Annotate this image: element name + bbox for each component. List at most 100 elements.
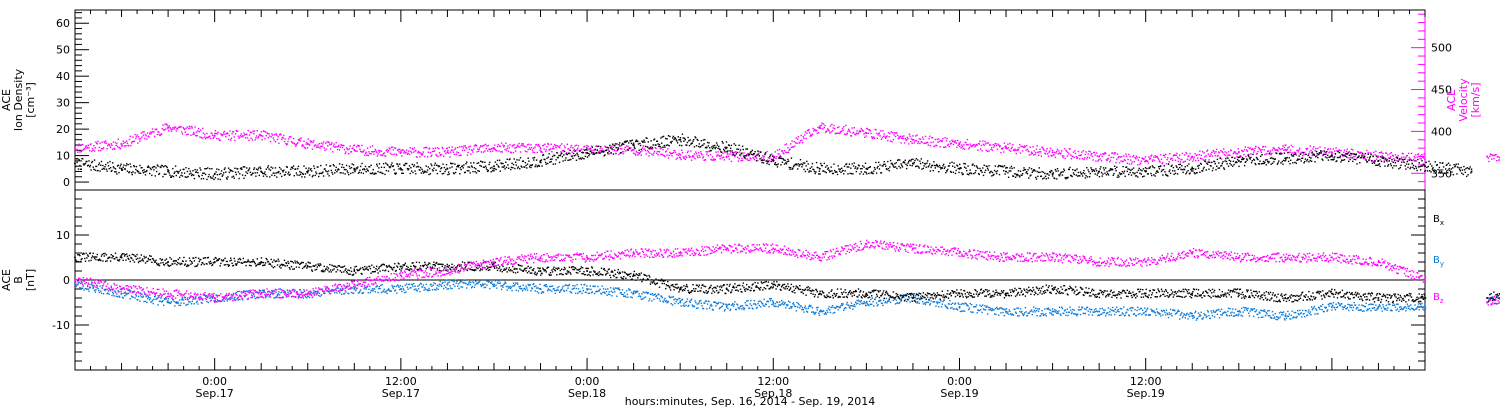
data-point — [450, 163, 453, 165]
data-point — [914, 159, 916, 162]
data-point — [641, 140, 643, 142]
data-point — [1017, 149, 1020, 151]
data-point — [627, 149, 629, 151]
data-point — [683, 157, 685, 160]
data-point — [198, 131, 200, 133]
data-point — [1124, 159, 1126, 162]
data-point — [876, 167, 878, 169]
data-point — [1167, 157, 1169, 159]
data-point — [910, 158, 913, 161]
data-point — [800, 134, 802, 137]
data-point — [393, 169, 395, 171]
data-point — [924, 135, 927, 138]
data-point — [548, 153, 550, 155]
data-point — [1088, 176, 1091, 178]
data-point — [963, 162, 965, 165]
data-point — [114, 148, 116, 150]
data-point — [234, 171, 237, 173]
data-point — [943, 146, 946, 149]
data-point — [914, 140, 916, 142]
data-point — [672, 137, 674, 139]
data-point — [733, 151, 735, 153]
data-point — [121, 144, 124, 147]
data-point — [309, 169, 311, 171]
data-point — [190, 125, 193, 128]
data-point — [776, 155, 778, 158]
data-anchor — [493, 147, 495, 150]
data-point — [249, 131, 251, 134]
data-point — [864, 171, 866, 173]
data-point — [973, 172, 975, 175]
data-point — [123, 142, 125, 144]
data-point — [417, 150, 420, 153]
data-point — [1165, 174, 1168, 176]
data-point — [123, 145, 126, 147]
data-point — [1163, 165, 1165, 167]
data-point — [770, 160, 772, 163]
data-point — [990, 170, 992, 173]
data-point — [1172, 159, 1174, 162]
data-point — [251, 174, 253, 176]
data-point — [660, 142, 663, 144]
data-point — [607, 147, 610, 149]
data-point — [106, 170, 108, 172]
data-point — [1178, 157, 1180, 160]
data-point — [301, 172, 304, 175]
data-point — [744, 155, 746, 157]
data-point — [283, 169, 285, 171]
data-point — [1106, 159, 1108, 161]
data-point — [848, 129, 851, 132]
data-point — [1363, 154, 1365, 156]
data-point — [204, 137, 207, 140]
data-point — [433, 150, 436, 152]
data-point — [568, 159, 571, 161]
data-point — [119, 148, 122, 150]
data-point — [694, 136, 696, 138]
data-point — [313, 145, 316, 147]
data-point — [710, 149, 712, 152]
data-point — [1043, 149, 1045, 151]
data-point — [1135, 175, 1138, 177]
data-point — [256, 172, 258, 174]
data-point — [541, 165, 543, 167]
data-point — [1414, 157, 1416, 159]
data-point — [144, 133, 147, 136]
data-point — [879, 164, 881, 166]
data-point — [133, 165, 136, 168]
data-point — [1028, 150, 1030, 153]
data-point — [1102, 153, 1104, 155]
data-point — [815, 171, 817, 173]
data-point — [807, 163, 809, 165]
data-point — [779, 154, 781, 157]
data-point — [367, 154, 369, 157]
data-point — [231, 132, 233, 135]
data-point — [683, 140, 685, 142]
data-point — [783, 153, 785, 155]
data-point — [319, 147, 321, 149]
data-point — [1290, 144, 1293, 147]
data-point — [963, 144, 965, 146]
data-point — [646, 149, 649, 152]
data-point — [273, 172, 275, 174]
data-point — [952, 165, 954, 167]
data-point — [1064, 157, 1066, 159]
data-point — [873, 170, 875, 172]
data-point — [659, 148, 661, 150]
data-point — [520, 165, 522, 167]
data-point — [668, 145, 670, 147]
data-point — [851, 127, 853, 129]
data-point — [1044, 172, 1046, 175]
data-point — [933, 164, 936, 167]
data-point — [1105, 167, 1107, 169]
data-point — [742, 148, 744, 151]
data-anchor — [213, 134, 216, 137]
data-point — [703, 143, 705, 145]
data-point — [1004, 146, 1006, 148]
data-point — [528, 147, 531, 149]
data-point — [454, 148, 456, 151]
data-point — [358, 171, 360, 173]
data-point — [184, 176, 186, 178]
data-point — [436, 147, 439, 149]
data-point — [345, 164, 348, 167]
data-point — [853, 127, 855, 129]
